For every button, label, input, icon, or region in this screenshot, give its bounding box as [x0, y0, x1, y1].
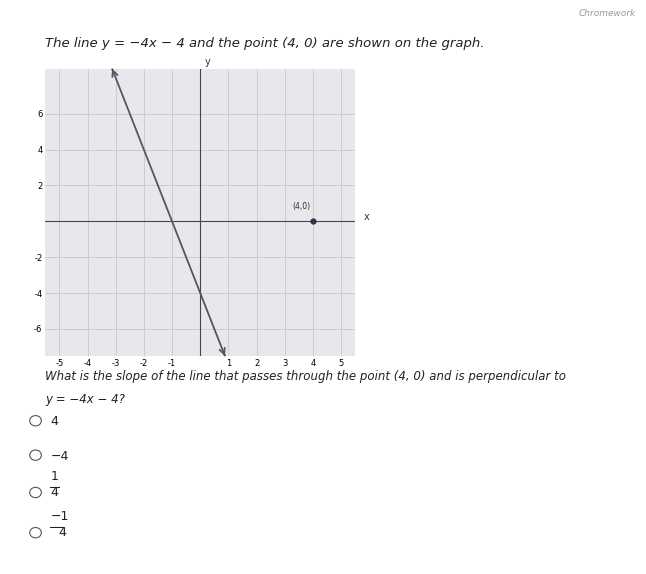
Text: 4: 4: [58, 526, 66, 539]
Text: 4: 4: [50, 416, 58, 428]
Text: (4,0): (4,0): [292, 201, 310, 211]
Text: −4: −4: [50, 450, 68, 463]
Text: The line y = −4x − 4 and the point (4, 0) are shown on the graph.: The line y = −4x − 4 and the point (4, 0…: [45, 37, 484, 51]
Text: −1: −1: [50, 510, 68, 523]
Text: 4: 4: [50, 486, 58, 499]
Text: 1: 1: [50, 470, 58, 483]
Text: y = −4x − 4?: y = −4x − 4?: [45, 393, 125, 406]
Text: Chromework: Chromework: [579, 9, 636, 18]
Text: y: y: [204, 57, 210, 67]
Text: What is the slope of the line that passes through the point (4, 0) and is perpen: What is the slope of the line that passe…: [45, 370, 567, 383]
Text: x: x: [364, 212, 370, 222]
